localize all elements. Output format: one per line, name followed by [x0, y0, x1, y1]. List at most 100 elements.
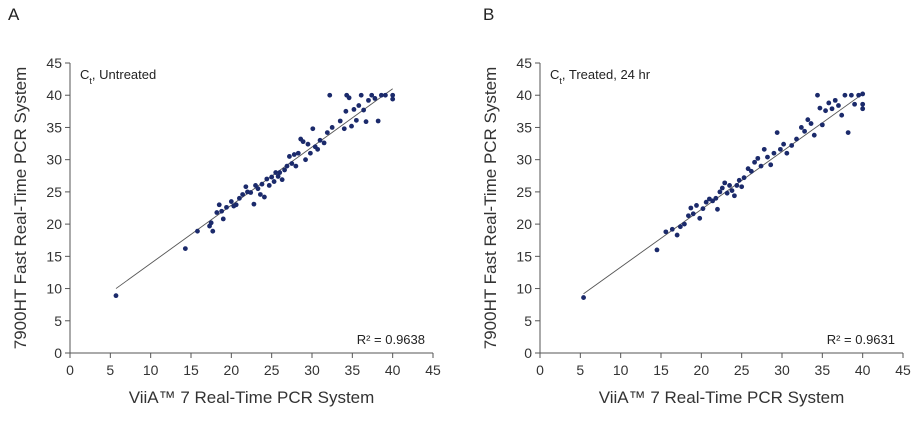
data-point-a	[233, 202, 239, 208]
data-point-a	[369, 92, 375, 98]
data-point-b	[674, 232, 680, 238]
data-point-a	[303, 157, 308, 163]
data-point-a	[279, 177, 285, 183]
x-tick-label-b: 45	[895, 362, 911, 378]
data-point-a	[315, 146, 321, 152]
x-tick-label-b: 35	[815, 362, 831, 378]
y-tick-label-a: 10	[46, 281, 62, 297]
data-point-a	[327, 92, 333, 98]
x-tick-label-a: 30	[304, 362, 320, 378]
data-point-a	[243, 184, 249, 190]
data-point-a	[337, 118, 343, 124]
data-point-b	[805, 117, 811, 123]
y-tick-label-b: 35	[516, 119, 532, 135]
data-point-a	[390, 92, 396, 98]
data-point-b	[852, 101, 857, 107]
data-point-a	[240, 192, 246, 197]
x-tick-label-b: 5	[576, 362, 584, 378]
x-tick-label-a: 15	[183, 362, 199, 378]
data-point-b	[681, 221, 687, 227]
data-point-b	[784, 150, 790, 156]
y-tick-label-b: 5	[524, 313, 532, 329]
x-axis-label-a: ViiA™ 7 Real-Time PCR System	[129, 388, 375, 407]
x-tick-label-b: 0	[536, 362, 544, 378]
data-point-a	[353, 117, 359, 123]
data-point-a	[228, 199, 234, 204]
panel-letter-a: A	[8, 5, 20, 24]
data-point-b	[832, 97, 838, 103]
data-point-b	[761, 146, 767, 152]
data-point-a	[300, 139, 306, 145]
data-point-b	[802, 128, 807, 134]
x-tick-label-a: 40	[385, 362, 401, 378]
data-point-a	[349, 123, 354, 129]
x-tick-label-b: 40	[855, 362, 871, 378]
data-point-a	[307, 150, 313, 156]
x-tick-label-a: 5	[106, 362, 114, 378]
y-tick-label-a: 25	[46, 184, 62, 200]
data-point-a	[262, 194, 267, 200]
data-point-a	[224, 204, 229, 210]
data-point-b	[845, 130, 851, 136]
data-point-b	[713, 195, 719, 201]
data-point-b	[860, 91, 866, 97]
data-point-a	[291, 152, 297, 157]
data-point-b	[817, 105, 823, 111]
data-point-b	[860, 101, 866, 107]
data-point-b	[829, 106, 835, 112]
data-point-a	[271, 179, 277, 184]
data-point-b	[811, 132, 817, 138]
data-point-b	[748, 168, 754, 174]
data-point-b	[715, 206, 720, 212]
data-point-b	[826, 100, 832, 106]
data-point-b	[722, 180, 728, 186]
x-tick-label-a: 20	[224, 362, 240, 378]
y-tick-label-b: 15	[516, 248, 532, 264]
data-point-a	[219, 208, 225, 214]
data-point-a	[269, 174, 275, 180]
data-point-a	[237, 195, 242, 201]
data-point-b	[794, 136, 799, 142]
data-point-a	[266, 183, 272, 188]
data-point-a	[251, 201, 257, 207]
data-point-a	[321, 140, 327, 146]
data-point-b	[848, 92, 854, 98]
data-point-b	[581, 295, 586, 300]
x-tick-label-b: 30	[774, 362, 790, 378]
data-point-a	[351, 107, 357, 112]
data-point-b	[755, 155, 761, 161]
data-point-a	[287, 154, 292, 159]
y-axis-label-a: 7900HT Fast Real-Time PCR System	[11, 67, 30, 349]
data-point-a	[277, 170, 283, 175]
x-tick-label-a: 0	[66, 362, 74, 378]
data-point-b	[694, 203, 699, 208]
data-point-a	[273, 170, 279, 175]
data-point-b	[771, 150, 777, 156]
y-tick-label-a: 5	[54, 313, 62, 329]
x-tick-label-b: 25	[734, 362, 750, 378]
data-point-a	[208, 220, 214, 226]
y-tick-label-b: 10	[516, 281, 532, 297]
panel-letter-b: B	[483, 5, 494, 24]
data-point-b	[717, 189, 723, 195]
data-point-b	[856, 92, 862, 98]
data-point-b	[732, 193, 737, 199]
data-point-b	[739, 184, 745, 190]
data-point-a	[275, 174, 281, 179]
y-tick-label-b: 45	[516, 55, 532, 71]
data-point-a	[383, 92, 388, 98]
data-point-a	[356, 103, 362, 108]
data-point-b	[697, 215, 703, 221]
data-point-a	[363, 119, 369, 125]
data-point-b	[654, 247, 660, 253]
x-axis-label-b: ViiA™ 7 Real-Time PCR System	[599, 388, 845, 407]
data-point-a	[378, 92, 384, 98]
data-point-a	[216, 202, 222, 208]
data-point-a	[282, 167, 287, 173]
data-point-b	[839, 112, 845, 118]
r-squared-label-b: R² = 0.9631	[827, 332, 895, 347]
data-point-b	[677, 224, 683, 230]
data-point-a	[210, 228, 216, 234]
data-point-a	[317, 137, 323, 143]
